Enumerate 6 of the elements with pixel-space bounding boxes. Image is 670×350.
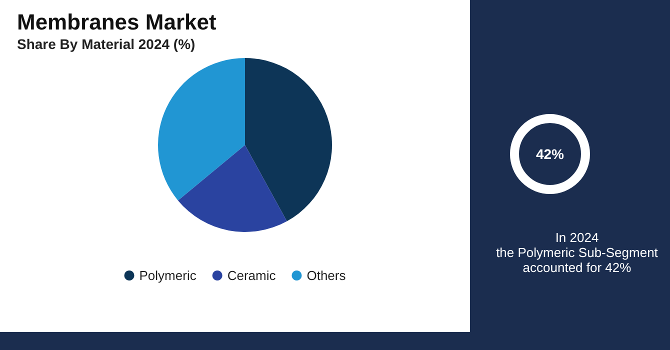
- text: In 2024 the Polymeric Sub-Segment accounted for 42%: [495, 230, 659, 275]
- chart-subtitle: Share By Material 2024 (%): [17, 36, 196, 52]
- chart-title: Membranes Market: [17, 10, 217, 34]
- legend-label: Ceramic: [227, 268, 276, 283]
- legend-label: Polymeric: [139, 268, 197, 283]
- legend-label: Others: [306, 268, 346, 283]
